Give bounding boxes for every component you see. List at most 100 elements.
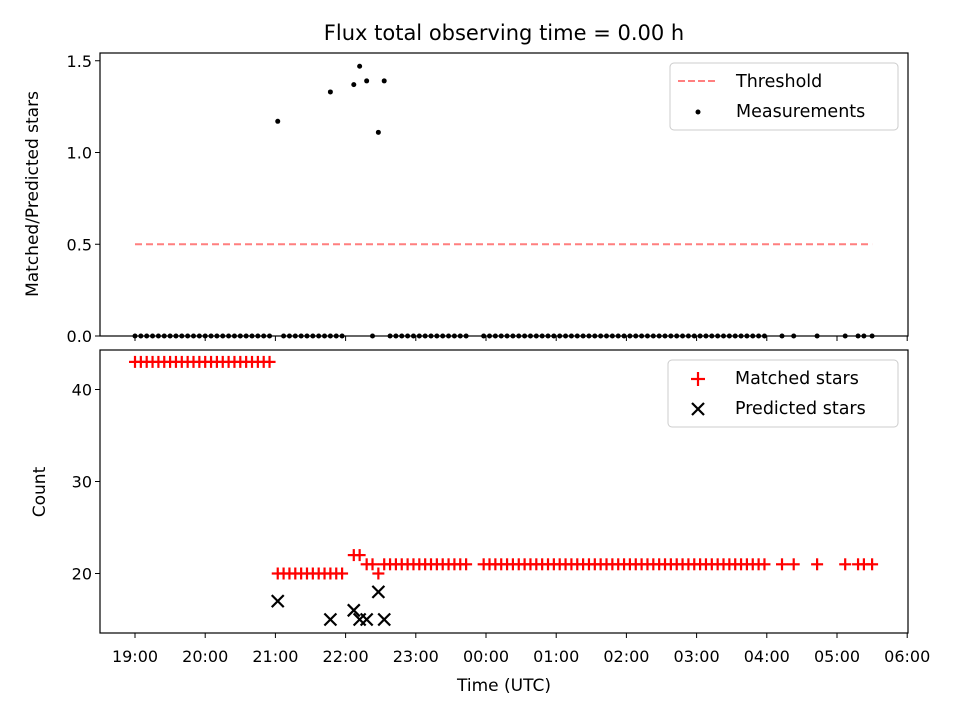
measurement-point [451, 333, 457, 339]
bottom-y-axis-label: Count [30, 466, 50, 517]
measurement-point [322, 333, 328, 339]
predicted-legend-swatch [691, 402, 705, 416]
predicted-star-marker [323, 612, 338, 627]
predicted-star-d2 [371, 585, 386, 599]
measurement-point [327, 89, 333, 95]
measurement-point [627, 333, 633, 339]
predicted-star-marker [377, 612, 391, 627]
measurement-point [621, 333, 627, 339]
measurement-point [434, 333, 440, 339]
measurement-point [144, 333, 150, 339]
predicted-star-d2 [270, 594, 285, 608]
matched-star-marker [758, 558, 771, 571]
measurement-point [310, 333, 316, 339]
measurement-point [399, 333, 405, 339]
x-tick-label: 22:00 [323, 647, 369, 666]
bottom-plot-content [129, 355, 879, 627]
measurement-point [568, 333, 574, 339]
bottom-legend: Matched stars Predicted stars [667, 359, 899, 428]
measurement-point [732, 333, 738, 339]
measurement-point [481, 333, 487, 339]
measurement-point [598, 333, 604, 339]
measurement-point [563, 333, 569, 339]
measurement-point [155, 333, 161, 339]
top-panel: Flux total observing time = 0.00 h 0.00.… [23, 21, 909, 346]
matched-star-marker [263, 355, 276, 368]
measurement-point [750, 333, 756, 339]
predicted-star-d2 [359, 612, 374, 627]
measurements-legend-swatch [695, 109, 701, 115]
measurement-point [364, 78, 370, 84]
x-tick-label: 20:00 [182, 647, 228, 666]
bottom-y-axis: 20 30 40 [72, 381, 100, 584]
chart-title: Flux total observing time = 0.00 h [324, 21, 684, 45]
measurement-point [150, 333, 156, 339]
measurement-point [446, 333, 452, 339]
measurement-point [633, 333, 639, 339]
matched-legend-label: Matched stars [735, 369, 859, 389]
measurement-point [381, 78, 387, 84]
measurement-point [487, 333, 493, 339]
measurements-legend-label: Measurements [736, 102, 865, 122]
measurement-point [726, 333, 732, 339]
matched-star-marker [372, 567, 385, 580]
measurement-point [721, 333, 727, 339]
matched-star-marker [336, 567, 349, 580]
measurement-point [208, 333, 214, 339]
measurement-point [662, 333, 668, 339]
measurement-point [715, 333, 721, 339]
measurement-point [463, 333, 469, 339]
measurement-point [281, 333, 287, 339]
bottom-panel: 20 30 40 19:00 20:00 21:00 22:00 23:00 00:00 01:… [30, 336, 930, 696]
measurement-point [339, 333, 345, 339]
measurement-point [855, 333, 861, 339]
predicted-star-marker [347, 603, 361, 618]
measurement-point [191, 333, 196, 339]
measurement-point [161, 333, 167, 339]
x-axis: 19:00 20:00 21:00 22:00 23:00 00:00 01:00 02:00… [112, 633, 930, 666]
measurement-point [220, 333, 226, 339]
measurement-point [405, 333, 411, 339]
measurement-point [703, 333, 709, 339]
measurement-point [422, 333, 428, 339]
threshold-legend-label: Threshold [735, 72, 822, 92]
measurement-point [138, 333, 144, 339]
measurement-point [533, 333, 539, 339]
measurement-point [644, 333, 650, 339]
measurement-point [292, 333, 298, 339]
measurement-point [709, 333, 715, 339]
top-plot-content [132, 63, 875, 339]
measurement-point [691, 333, 697, 339]
measurement-point [639, 333, 645, 339]
measurement-point [428, 333, 434, 339]
measurement-point [267, 333, 273, 339]
predicted-star-marker [359, 612, 374, 627]
x-tick-label: 00:00 [463, 647, 509, 666]
measurement-point [440, 333, 446, 339]
top-y-tick-label: 1.0 [67, 144, 92, 163]
x-axis-label: Time (UTC) [456, 676, 551, 696]
predicted-star-d2 [377, 612, 391, 627]
measurement-point [333, 333, 339, 339]
measurement-point [357, 63, 363, 69]
measurement-point [304, 333, 310, 339]
x-tick-label: 21:00 [252, 647, 298, 666]
top-y-axis-label: Matched/Predicted stars [23, 91, 43, 297]
measurement-point [261, 333, 267, 339]
measurement-point [522, 333, 528, 339]
measurement-point [656, 333, 662, 339]
measurement-point [744, 333, 750, 339]
measurement-point [650, 333, 656, 339]
measurement-point [545, 333, 551, 339]
measurement-point [327, 333, 333, 339]
measurement-point [167, 333, 173, 339]
x-tick-label: 19:00 [112, 647, 158, 666]
matched-star-marker [776, 558, 789, 571]
measurement-point [869, 333, 875, 339]
bottom-y-tick-label: 20 [72, 565, 92, 584]
measurement-point [226, 333, 232, 339]
measurement-point [275, 118, 281, 124]
measurement-point [298, 333, 304, 339]
matched-star-marker [787, 558, 800, 571]
measurement-point [609, 333, 615, 339]
